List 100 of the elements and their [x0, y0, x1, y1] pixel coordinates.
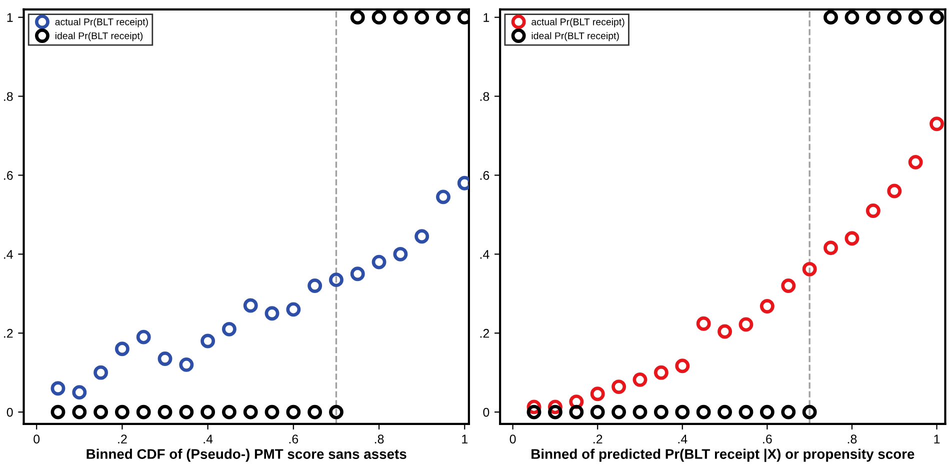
- point: [329, 272, 344, 288]
- point: [286, 302, 301, 317]
- point: [887, 184, 902, 198]
- legend-label: actual Pr(BLT receipt): [532, 18, 624, 28]
- point: [50, 381, 66, 396]
- point: [718, 404, 732, 420]
- point: [222, 404, 236, 420]
- point: [393, 10, 408, 25]
- point: [824, 10, 838, 25]
- point: [414, 10, 430, 25]
- x-tick-label: 0: [34, 434, 40, 444]
- point: [526, 404, 542, 420]
- point: [72, 404, 87, 420]
- point: [350, 10, 365, 25]
- point: [179, 404, 194, 420]
- point: [802, 404, 817, 420]
- point: [612, 404, 626, 420]
- point: [308, 404, 322, 420]
- point: [200, 334, 216, 348]
- legend-label: ideal Pr(BLT receipt): [56, 32, 143, 42]
- point: [632, 372, 648, 387]
- point: [590, 386, 605, 402]
- point: [569, 404, 584, 420]
- point: [781, 404, 796, 420]
- x-tick-label: .2: [594, 434, 602, 444]
- x-tick-label: .6: [289, 434, 298, 444]
- y-tick-label: .6: [4, 171, 13, 180]
- point: [114, 404, 130, 420]
- x-tick-label: .6: [763, 434, 772, 444]
- point: [548, 404, 562, 420]
- x-axis-title: Binned CDF of (Pseudo-) PMT score sans assets: [86, 448, 406, 462]
- point: [696, 316, 711, 331]
- point: [590, 404, 605, 420]
- point: [844, 231, 860, 246]
- point: [436, 10, 450, 25]
- x-tick-label: 1: [462, 434, 468, 444]
- y-tick-label: .6: [480, 171, 490, 180]
- point: [94, 365, 108, 380]
- y-tick-label: 1: [7, 13, 13, 22]
- point: [866, 10, 880, 25]
- point: [372, 10, 386, 25]
- x-tick-label: .4: [678, 434, 688, 444]
- point: [675, 404, 690, 420]
- point: [696, 404, 711, 420]
- point: [350, 266, 365, 282]
- point: [50, 404, 66, 420]
- point: [612, 380, 626, 394]
- y-tick-label: .8: [4, 92, 13, 101]
- point: [718, 324, 732, 339]
- point: [654, 365, 668, 380]
- point: [738, 317, 754, 332]
- point: [158, 352, 172, 366]
- point: [760, 404, 774, 420]
- point: [930, 10, 944, 25]
- point: [136, 404, 151, 420]
- point: [908, 154, 923, 170]
- point: [738, 404, 754, 420]
- point: [887, 10, 902, 25]
- point: [179, 357, 194, 372]
- point: [436, 190, 450, 204]
- point: [94, 404, 108, 420]
- x-tick-label: 0: [510, 434, 516, 444]
- point: [200, 404, 216, 420]
- y-tick-label: 0: [483, 408, 490, 417]
- point: [675, 358, 690, 374]
- x-tick-label: .8: [374, 434, 384, 444]
- legend-label: actual Pr(BLT receipt): [55, 18, 148, 28]
- point: [908, 10, 923, 25]
- point: [114, 342, 130, 356]
- point: [329, 404, 344, 420]
- y-tick-label: .4: [480, 250, 490, 259]
- point: [414, 229, 430, 244]
- point: [72, 385, 87, 400]
- point: [372, 254, 386, 270]
- x-tick-label: .2: [118, 434, 127, 444]
- point: [136, 330, 151, 344]
- point: [930, 116, 944, 132]
- point: [308, 278, 322, 293]
- x-axis-title: Binned of predicted Pr(BLT receipt |X) or propensity score: [532, 448, 914, 462]
- point: [632, 404, 648, 420]
- x-tick-label: .8: [848, 434, 857, 444]
- y-tick-label: 1: [484, 13, 490, 22]
- point: [760, 299, 774, 314]
- point: [158, 404, 172, 420]
- y-tick-label: .4: [4, 250, 13, 259]
- point: [286, 404, 301, 420]
- point: [654, 404, 668, 420]
- point: [781, 278, 796, 293]
- y-tick-label: .2: [4, 328, 13, 338]
- point: [264, 404, 280, 420]
- point: [802, 262, 817, 276]
- x-tick-label: 1: [934, 434, 940, 444]
- y-tick-label: 0: [6, 408, 13, 417]
- x-tick-label: .4: [204, 434, 213, 444]
- legend-label: ideal Pr(BLT receipt): [532, 32, 619, 42]
- point: [243, 404, 258, 420]
- point: [243, 298, 258, 313]
- point: [264, 306, 280, 321]
- point: [844, 10, 860, 25]
- point: [393, 246, 408, 262]
